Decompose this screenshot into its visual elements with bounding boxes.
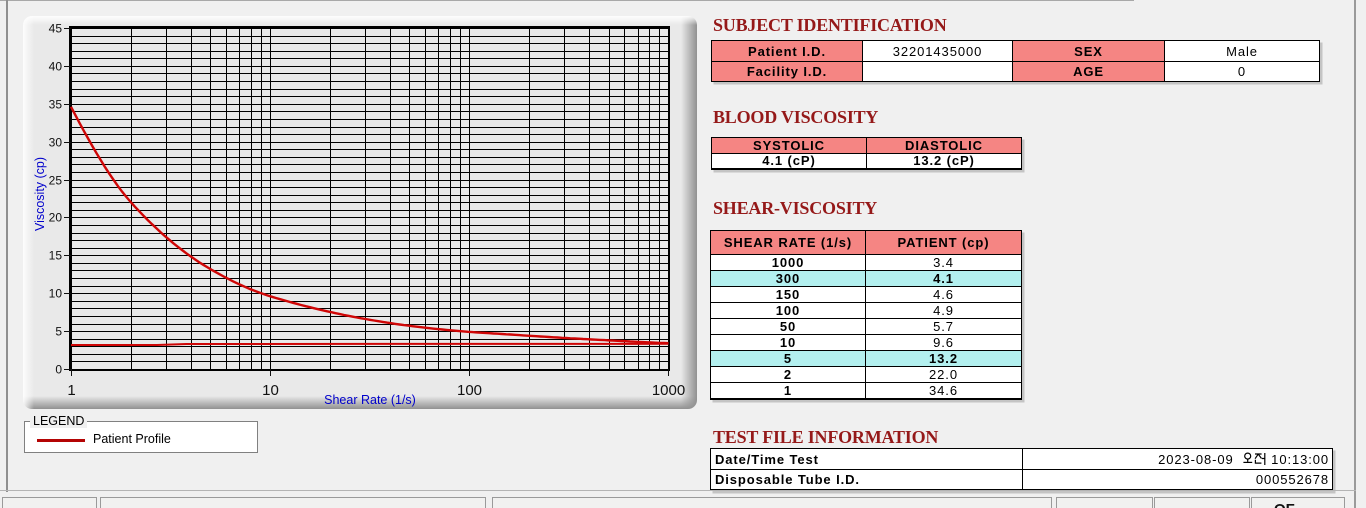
svg-text:10: 10 [49,287,63,301]
svg-text:35: 35 [49,98,63,112]
svg-text:5: 5 [55,325,62,339]
svg-text:20: 20 [49,211,63,225]
svg-text:Shear Rate (1/s): Shear Rate (1/s) [324,393,416,407]
svg-text:1: 1 [67,382,75,399]
svg-text:10: 10 [262,382,279,399]
svg-text:25: 25 [49,174,63,188]
svg-text:30: 30 [49,136,63,150]
svg-text:Viscosity (cp): Viscosity (cp) [33,157,47,231]
svg-text:1000: 1000 [652,382,685,399]
svg-text:40: 40 [49,60,63,74]
svg-text:0: 0 [55,363,62,377]
svg-text:45: 45 [49,22,63,36]
svg-text:100: 100 [457,382,482,399]
svg-text:15: 15 [49,249,63,263]
